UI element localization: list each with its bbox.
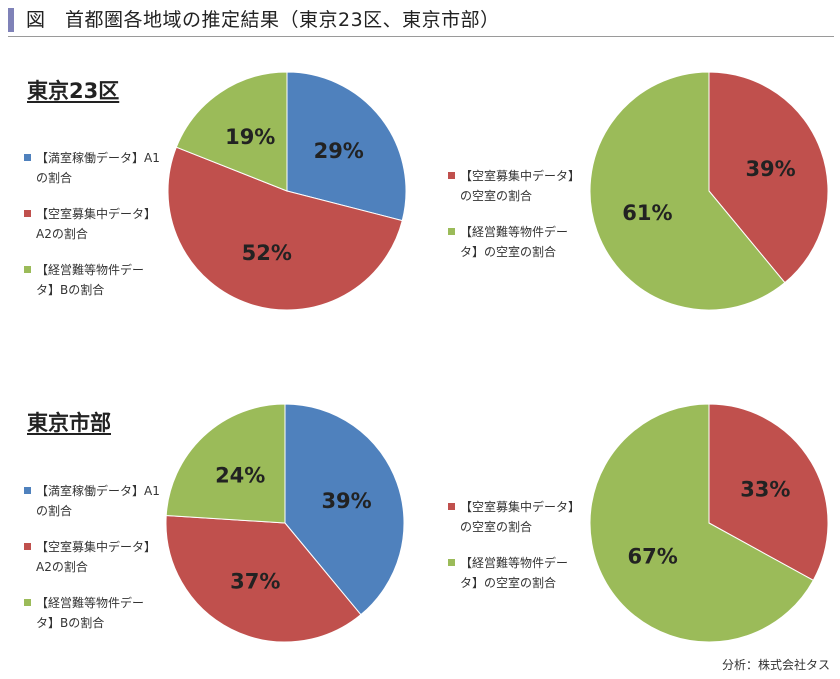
legend-item: 【経営難等物件デー タ】の空室の割合 xyxy=(448,553,598,593)
legend-swatch xyxy=(24,154,31,161)
legend-label: 【空室募集中データ】 の空室の割合 xyxy=(460,169,581,203)
legend-swatch xyxy=(24,266,31,273)
pie-data-label: 24% xyxy=(215,463,265,487)
legend-tokyo-city-left: 【満室稼働データ】A1 の割合 【空室募集中データ】 A2の割合 【経営難等物件デー… xyxy=(24,481,174,649)
legend-swatch xyxy=(448,503,455,510)
pie-slice xyxy=(708,403,829,582)
pie-slice xyxy=(286,71,407,222)
pie-data-label: 61% xyxy=(622,201,672,225)
title-accent-bar xyxy=(8,8,14,32)
legend-label: 【空室募集中データ】 A2の割合 xyxy=(36,207,157,241)
legend-swatch xyxy=(24,487,31,494)
legend-label: 【経営難等物件デー タ】Bの割合 xyxy=(36,263,145,297)
pie-data-label: 39% xyxy=(745,157,795,181)
pie-chart-tokyo-city-share: 39% 37% 24% xyxy=(165,403,405,643)
pie-data-label: 37% xyxy=(230,569,280,593)
legend-swatch xyxy=(448,228,455,235)
legend-item: 【空室募集中データ】 の空室の割合 xyxy=(448,166,598,206)
legend-tokyo23-left: 【満室稼働データ】A1 の割合 【空室募集中データ】 A2の割合 【経営難等物件デー… xyxy=(24,148,174,316)
pie-slice xyxy=(175,71,288,192)
legend-item: 【経営難等物件デー タ】Bの割合 xyxy=(24,593,174,633)
page-title: 図 首都圏各地域の推定結果（東京23区、東京市部） xyxy=(26,9,500,31)
pie-data-label: 33% xyxy=(740,478,790,502)
legend-label: 【経営難等物件デー タ】Bの割合 xyxy=(36,596,145,630)
legend-item: 【経営難等物件デー タ】Bの割合 xyxy=(24,260,174,300)
legend-swatch xyxy=(24,599,31,606)
legend-label: 【満室稼働データ】A1 の割合 xyxy=(36,484,160,518)
legend-swatch xyxy=(448,172,455,179)
legend-item: 【空室募集中データ】 A2の割合 xyxy=(24,537,174,577)
legend-label: 【空室募集中データ】 A2の割合 xyxy=(36,540,157,574)
legend-tokyo23-right: 【空室募集中データ】 の空室の割合 【経営難等物件デー タ】の空室の割合 xyxy=(448,166,598,278)
pie-slice xyxy=(589,403,814,643)
legend-label: 【経営難等物件デー タ】の空室の割合 xyxy=(460,225,569,259)
legend-label: 【満室稼働データ】A1 の割合 xyxy=(36,151,160,185)
pie-data-label: 19% xyxy=(225,125,275,149)
pie-slice xyxy=(167,146,403,311)
pie-data-label: 39% xyxy=(321,489,371,513)
legend-item: 【経営難等物件デー タ】の空室の割合 xyxy=(448,222,598,262)
pie-data-label: 52% xyxy=(242,241,292,265)
pie-data-label: 67% xyxy=(628,544,678,568)
pie-chart-tokyo23-share: 29% 52% 19% xyxy=(167,71,407,311)
section-label-tokyo-city: 東京市部 xyxy=(27,411,111,435)
pie-chart-tokyo23-vacancy: 39% 61% xyxy=(589,71,829,311)
legend-item: 【空室募集中データ】 A2の割合 xyxy=(24,204,174,244)
pie-data-label: 29% xyxy=(314,139,364,163)
legend-swatch xyxy=(24,210,31,217)
pie-slice xyxy=(165,514,362,643)
pie-chart-tokyo-city-vacancy: 33% 67% xyxy=(589,403,829,643)
title-bar: 図 首都圏各地域の推定結果（東京23区、東京市部） xyxy=(8,6,834,37)
legend-item: 【満室稼働データ】A1 の割合 xyxy=(24,481,174,521)
source-note: 分析：株式会社タス xyxy=(721,658,830,672)
legend-item: 【空室募集中データ】 の空室の割合 xyxy=(448,497,598,537)
pie-slice xyxy=(589,71,786,311)
legend-item: 【満室稼働データ】A1 の割合 xyxy=(24,148,174,188)
pie-slice xyxy=(284,403,405,616)
legend-label: 【経営難等物件デー タ】の空室の割合 xyxy=(460,556,569,590)
pie-slice xyxy=(165,403,286,524)
legend-swatch xyxy=(24,543,31,550)
pie-slice xyxy=(708,71,829,284)
legend-tokyo-city-right: 【空室募集中データ】 の空室の割合 【経営難等物件デー タ】の空室の割合 xyxy=(448,497,598,609)
legend-label: 【空室募集中データ】 の空室の割合 xyxy=(460,500,581,534)
legend-swatch xyxy=(448,559,455,566)
section-label-tokyo23: 東京23区 xyxy=(27,79,120,103)
